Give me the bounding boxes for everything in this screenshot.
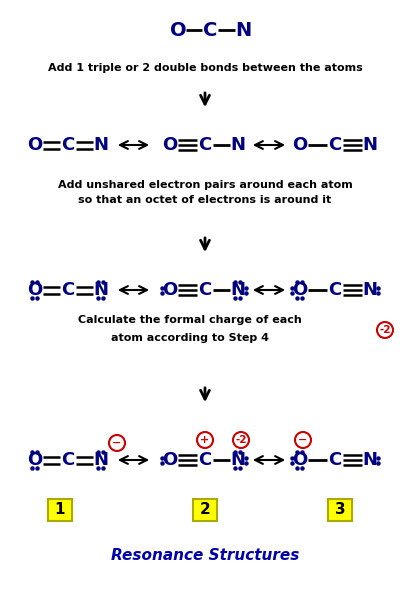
Text: 2: 2 (199, 503, 210, 517)
Text: C: C (328, 281, 341, 299)
Text: N: N (362, 281, 377, 299)
Text: O: O (169, 20, 186, 40)
Text: N: N (93, 451, 108, 469)
Text: N: N (362, 451, 377, 469)
Text: 3: 3 (334, 503, 344, 517)
Text: -2: -2 (235, 435, 246, 445)
Text: C: C (328, 451, 341, 469)
Text: N: N (234, 20, 250, 40)
Text: C: C (328, 136, 341, 154)
Text: C: C (202, 20, 217, 40)
Text: O: O (162, 136, 177, 154)
Text: N: N (93, 136, 108, 154)
Text: Add 1 triple or 2 double bonds between the atoms: Add 1 triple or 2 double bonds between t… (47, 63, 362, 73)
Text: C: C (198, 136, 211, 154)
Text: N: N (230, 281, 245, 299)
Text: C: C (61, 451, 74, 469)
Text: Resonance Structures: Resonance Structures (110, 547, 299, 563)
Text: C: C (198, 451, 211, 469)
FancyBboxPatch shape (327, 499, 351, 521)
Text: N: N (230, 451, 245, 469)
Text: Add unshared electron pairs around each atom: Add unshared electron pairs around each … (58, 180, 351, 190)
Text: Calculate the formal charge of each: Calculate the formal charge of each (78, 315, 301, 325)
Text: C: C (198, 281, 211, 299)
Text: C: C (61, 281, 74, 299)
Text: C: C (61, 136, 74, 154)
Text: +: + (200, 435, 209, 445)
Text: O: O (27, 136, 43, 154)
Text: 1: 1 (55, 503, 65, 517)
Text: O: O (292, 451, 307, 469)
Text: O: O (27, 281, 43, 299)
Text: O: O (292, 136, 307, 154)
Text: N: N (93, 281, 108, 299)
Text: N: N (230, 136, 245, 154)
Text: O: O (27, 451, 43, 469)
FancyBboxPatch shape (193, 499, 216, 521)
Text: -2: -2 (378, 325, 390, 335)
Text: atom according to Step 4: atom according to Step 4 (111, 333, 268, 343)
Text: O: O (162, 281, 177, 299)
Text: O: O (292, 281, 307, 299)
Text: so that an octet of electrons is around it: so that an octet of electrons is around … (78, 195, 331, 205)
Text: −: − (298, 435, 307, 445)
Text: O: O (162, 451, 177, 469)
Text: N: N (362, 136, 377, 154)
FancyBboxPatch shape (48, 499, 72, 521)
Text: −: − (112, 438, 121, 448)
